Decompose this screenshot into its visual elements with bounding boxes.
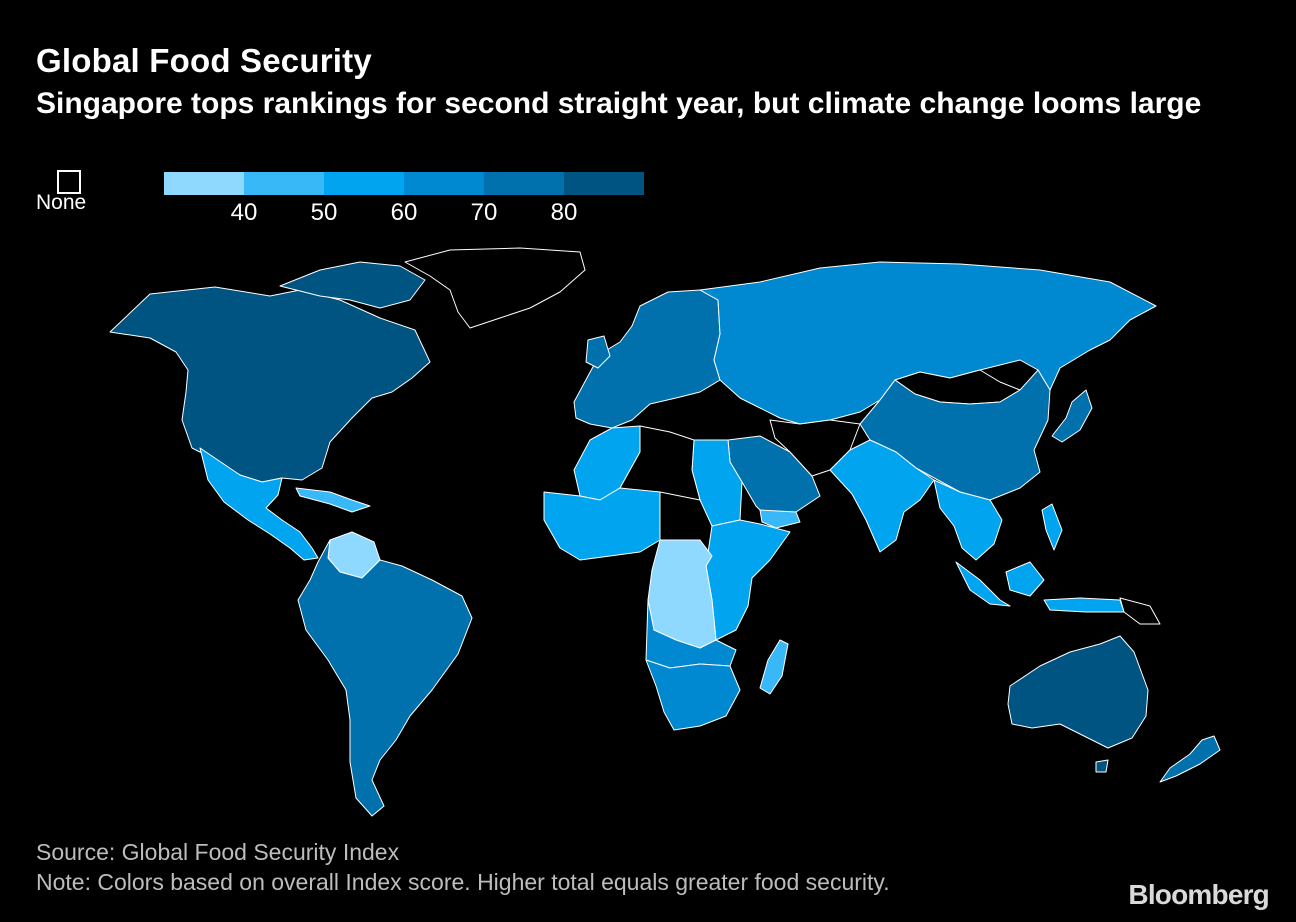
footnote: Note: Colors based on overall Index scor…	[36, 869, 890, 895]
region-indonesia[interactable]	[955, 503, 1125, 613]
region-caribbean[interactable]	[295, 487, 371, 513]
legend-bins	[164, 172, 644, 195]
legend-none-label: None	[36, 191, 87, 214]
source-note: Source: Global Food Security Index	[36, 839, 400, 865]
region-greenland[interactable]	[404, 247, 586, 329]
region-west-africa[interactable]	[543, 487, 661, 561]
region-south-asia[interactable]	[829, 439, 935, 553]
legend-bin-5	[484, 172, 564, 195]
legend-bin-2	[244, 172, 324, 195]
chart-subtitle: Singapore tops rankings for second strai…	[36, 87, 1202, 120]
region-sahara[interactable]	[619, 425, 701, 501]
region-south-america[interactable]	[297, 539, 473, 817]
region-north-america-islands[interactable]	[279, 261, 426, 309]
region-east-africa[interactable]	[705, 519, 791, 641]
legend-tick-40: 40	[230, 199, 258, 226]
legend-tick-80: 80	[550, 199, 578, 226]
region-mexico-central-america[interactable]	[199, 447, 319, 561]
region-australia[interactable]	[1007, 635, 1149, 749]
region-tasmania[interactable]	[1095, 759, 1109, 773]
legend-none: None	[36, 168, 106, 218]
region-japan[interactable]	[1051, 389, 1093, 443]
world-map	[109, 247, 1221, 817]
legend-bin-3	[324, 172, 404, 195]
chart-title: Global Food Security	[36, 42, 372, 79]
legend-tick-60: 60	[390, 199, 418, 226]
legend-bin-4	[404, 172, 484, 195]
region-southern-africa[interactable]	[645, 659, 741, 731]
region-southeast-asia[interactable]	[933, 479, 1003, 561]
region-madagascar[interactable]	[759, 639, 789, 695]
region-uk[interactable]	[585, 335, 611, 369]
bloomberg-logo: Bloomberg	[1128, 879, 1269, 910]
legend-none-swatch	[57, 170, 81, 194]
legend-tick-50: 50	[310, 199, 338, 226]
legend-tick-70: 70	[470, 199, 498, 226]
region-north-america[interactable]	[109, 286, 431, 483]
region-yemen[interactable]	[759, 509, 801, 529]
legend-color-scale: 40 50 60 70 80	[164, 172, 644, 232]
legend-bin-6	[564, 172, 644, 195]
legend-bin-1	[164, 172, 244, 195]
region-papua[interactable]	[1119, 597, 1161, 625]
region-new-zealand[interactable]	[1159, 735, 1221, 783]
